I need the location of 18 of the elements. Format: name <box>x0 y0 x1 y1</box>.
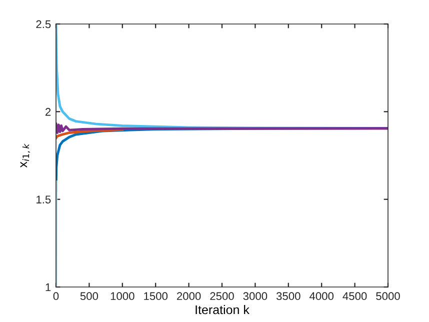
x-tick-label: 1000 <box>110 292 134 300</box>
x-tick-label: 5000 <box>376 292 400 300</box>
x-tick-label: 0 <box>53 292 59 300</box>
x-tick-label: 2000 <box>177 292 201 300</box>
x-tick-label: 2500 <box>210 292 234 300</box>
x-tick-label: 4500 <box>342 292 367 300</box>
x-tick-label: 3500 <box>276 292 300 300</box>
x-axis-title: Iteration k <box>196 304 250 314</box>
x-tick-label: 4000 <box>310 292 334 300</box>
y-tick-label: 2.5 <box>36 20 51 28</box>
x-tick-label: 1500 <box>144 292 168 300</box>
y-tick-label: 1.5 <box>36 196 51 204</box>
y-axis-title: x$_{i1,k}$ <box>20 143 30 168</box>
x-tick-label: 500 <box>80 292 98 300</box>
line-series <box>56 122 388 134</box>
y-tick-label: 1 <box>46 283 51 292</box>
y-tick-label: 2 <box>46 108 51 116</box>
x-tick-label: 3000 <box>243 292 268 300</box>
